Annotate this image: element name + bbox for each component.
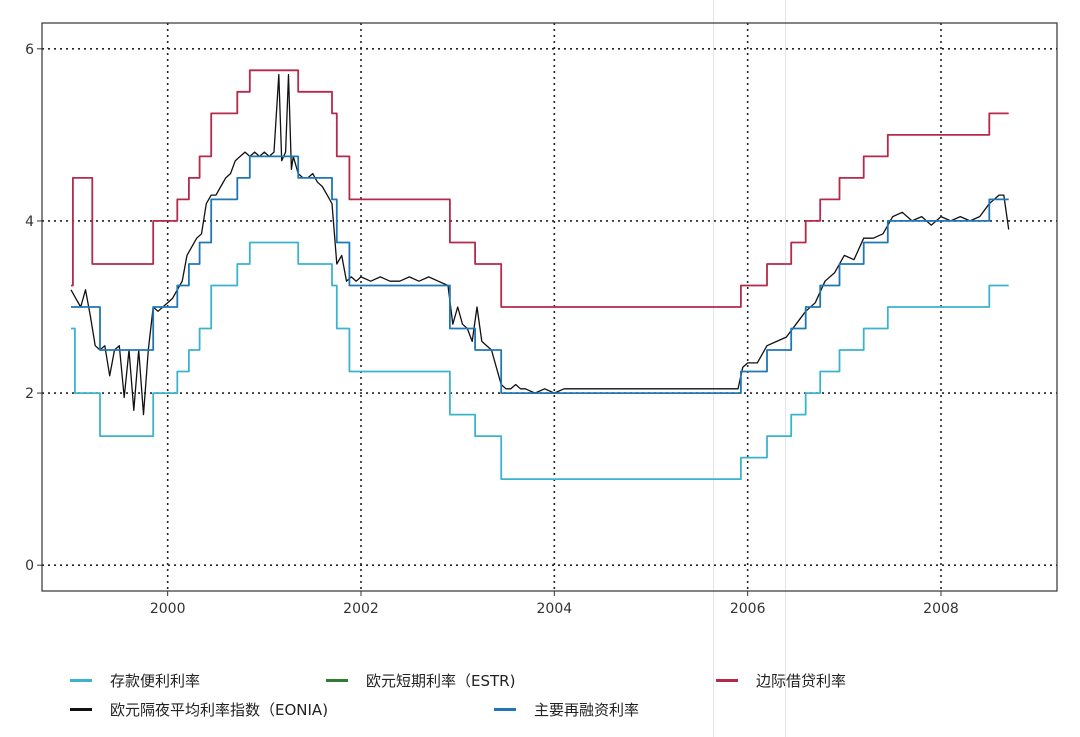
x-tick-label: 2006: [730, 601, 766, 617]
screen-divider-right: [785, 0, 786, 737]
y-tick-label: 2: [25, 386, 34, 402]
x-tick-label: 2000: [150, 601, 186, 617]
screen-divider-left: [713, 0, 714, 737]
tick-layer: 0 2 4 6 2000 2002 2004 2006 2008: [25, 42, 959, 617]
series-line-4: [71, 155, 1009, 394]
series-line-3: [70, 73, 1010, 416]
series-line-0: [71, 241, 1009, 480]
y-tick-label: 4: [25, 214, 34, 230]
series-line-2: [71, 69, 1009, 308]
x-tick-label: 2008: [923, 601, 959, 617]
series-layer: [70, 69, 1010, 480]
y-tick-label: 0: [25, 558, 34, 574]
x-tick-label: 2004: [537, 601, 573, 617]
plot-frame: [41, 22, 1058, 592]
y-tick-label: 6: [25, 42, 34, 58]
x-tick-label: 2002: [343, 601, 379, 617]
